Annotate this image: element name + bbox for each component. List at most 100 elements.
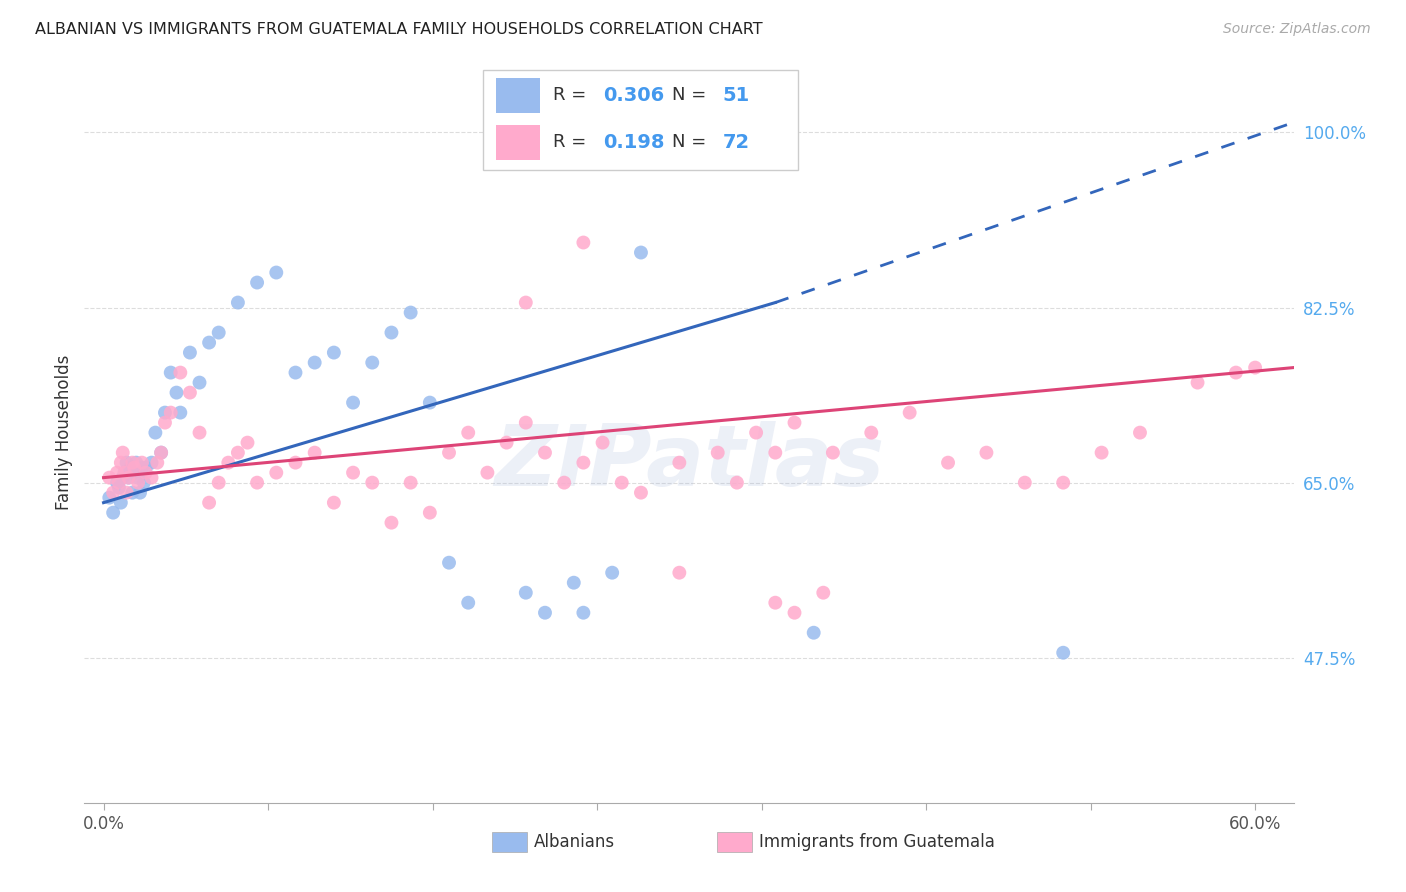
Point (135, 466, 157, 480)
Point (122, 466, 145, 480)
Point (179, 385, 201, 400)
Point (146, 456, 169, 470)
Point (246, 276, 269, 290)
Point (572, 235, 595, 250)
Point (141, 456, 163, 470)
Point (534, 445, 557, 459)
Point (153, 416, 176, 430)
Point (108, 475, 131, 490)
Point (111, 470, 134, 484)
Point (98, 470, 121, 484)
Point (477, 466, 499, 480)
Point (361, 355, 384, 369)
Point (342, 466, 364, 480)
Point (783, 606, 806, 620)
Point (419, 506, 441, 520)
Point (562, 575, 585, 590)
Text: Source: ZipAtlas.com: Source: ZipAtlas.com (1223, 22, 1371, 37)
Point (936, 456, 959, 470)
Point (114, 466, 136, 480)
Point (630, 245, 652, 260)
Point (495, 435, 517, 450)
Point (150, 445, 173, 459)
Point (803, 625, 825, 640)
Point (304, 355, 326, 369)
Point (1187, 376, 1209, 390)
Point (208, 475, 231, 490)
Point (131, 456, 153, 470)
Point (437, 445, 460, 459)
Point (553, 475, 575, 490)
Point (266, 466, 288, 480)
Point (169, 406, 191, 420)
Point (121, 456, 143, 470)
Point (813, 585, 835, 599)
Point (600, 566, 623, 580)
Point (1052, 646, 1074, 660)
Point (127, 475, 149, 490)
Point (515, 416, 537, 430)
Point (236, 435, 259, 450)
Point (115, 456, 138, 470)
Point (783, 416, 806, 430)
Point (117, 470, 139, 484)
Point (105, 475, 128, 490)
Point (120, 460, 142, 475)
Point (159, 366, 181, 380)
Point (725, 475, 748, 490)
Point (610, 475, 633, 490)
Text: ZIPatlas: ZIPatlas (494, 421, 884, 504)
Point (745, 425, 768, 440)
Point (169, 366, 191, 380)
Point (101, 506, 124, 520)
Point (457, 425, 479, 440)
Y-axis label: Family Households: Family Households (55, 355, 73, 510)
Text: ALBANIAN VS IMMIGRANTS FROM GUATEMALA FAMILY HOUSEHOLDS CORRELATION CHART: ALBANIAN VS IMMIGRANTS FROM GUATEMALA FA… (35, 22, 763, 37)
Point (108, 481, 131, 495)
Point (763, 445, 786, 459)
Point (284, 366, 307, 380)
Point (121, 485, 143, 500)
Point (122, 460, 145, 475)
Point (592, 435, 614, 450)
Point (534, 606, 557, 620)
Point (110, 496, 132, 510)
Point (188, 376, 211, 390)
Point (976, 445, 998, 459)
Point (1052, 475, 1074, 490)
Point (342, 395, 364, 409)
Point (217, 456, 239, 470)
Point (141, 470, 163, 484)
Point (515, 585, 537, 599)
Point (399, 475, 422, 490)
Point (437, 556, 460, 570)
Point (159, 406, 181, 420)
Point (706, 445, 728, 459)
Point (98, 491, 121, 505)
Point (208, 326, 231, 340)
Point (457, 596, 479, 610)
Point (153, 406, 176, 420)
Point (129, 485, 152, 500)
Point (515, 295, 537, 310)
Point (131, 460, 153, 475)
Point (127, 470, 149, 484)
Point (179, 345, 201, 359)
Point (246, 475, 269, 490)
Point (380, 326, 402, 340)
Point (132, 475, 155, 490)
Point (284, 456, 307, 470)
Point (399, 305, 422, 319)
Point (198, 496, 221, 510)
Point (105, 466, 128, 480)
Point (322, 345, 344, 359)
Point (1129, 425, 1152, 440)
Point (572, 456, 595, 470)
Point (166, 385, 188, 400)
Point (630, 485, 652, 500)
Point (114, 466, 136, 480)
Point (226, 295, 249, 310)
Point (110, 456, 132, 470)
Point (1225, 366, 1247, 380)
Point (668, 566, 690, 580)
